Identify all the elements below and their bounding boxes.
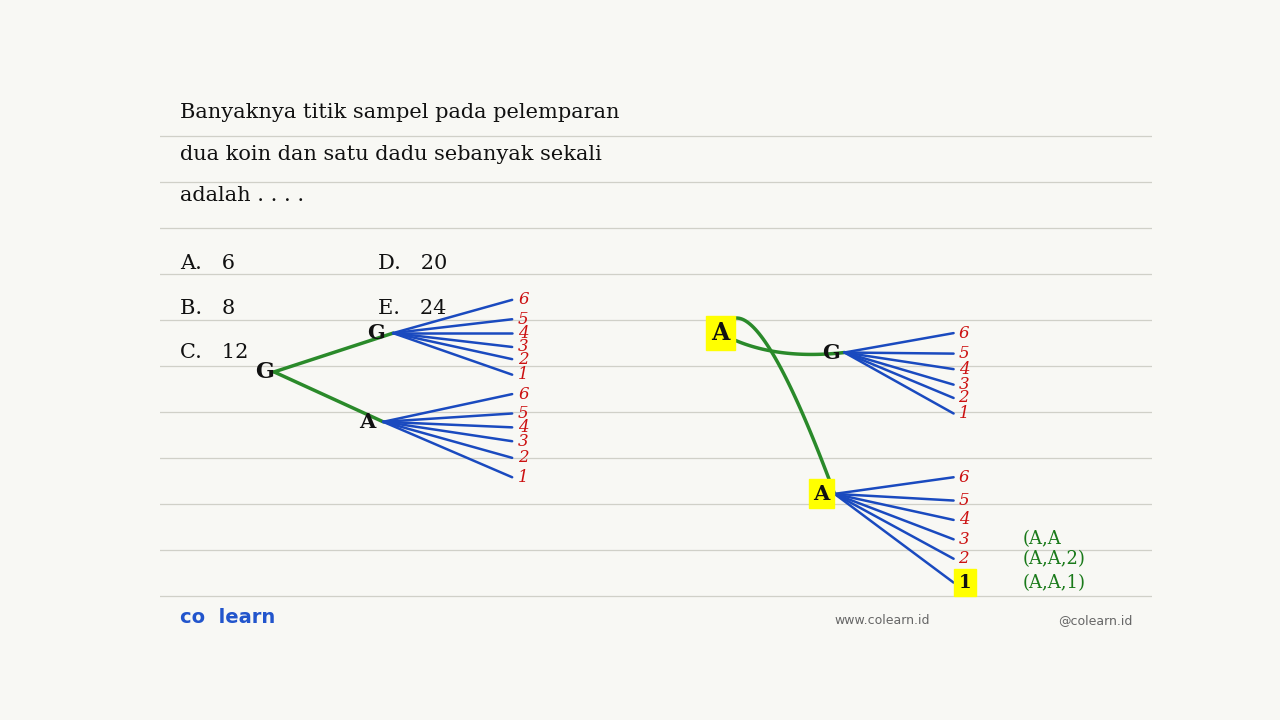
Text: 1: 1 bbox=[518, 366, 529, 383]
Text: dua koin dan satu dadu sebanyak sekali: dua koin dan satu dadu sebanyak sekali bbox=[179, 145, 602, 163]
Text: 1: 1 bbox=[959, 405, 969, 422]
Text: 3: 3 bbox=[959, 531, 969, 548]
Text: 1: 1 bbox=[959, 574, 972, 592]
Text: 6: 6 bbox=[959, 469, 969, 486]
Text: 2: 2 bbox=[518, 351, 529, 368]
Text: 4: 4 bbox=[518, 419, 529, 436]
Text: C.   12: C. 12 bbox=[179, 343, 248, 362]
Text: 6: 6 bbox=[518, 292, 529, 308]
Text: 3: 3 bbox=[518, 433, 529, 450]
Text: 5: 5 bbox=[518, 311, 529, 328]
Text: (A,A,1): (A,A,1) bbox=[1023, 574, 1085, 592]
Text: www.colearn.id: www.colearn.id bbox=[835, 614, 931, 627]
Text: B.   8: B. 8 bbox=[179, 299, 236, 318]
Text: 1: 1 bbox=[518, 469, 529, 486]
Text: A: A bbox=[358, 412, 375, 432]
Text: A: A bbox=[712, 321, 730, 345]
Text: E.   24: E. 24 bbox=[379, 299, 447, 318]
Text: 5: 5 bbox=[518, 405, 529, 422]
Text: A.   6: A. 6 bbox=[179, 254, 234, 274]
Text: co  learn: co learn bbox=[179, 608, 275, 627]
Text: G: G bbox=[367, 323, 385, 343]
Text: (A,A,2): (A,A,2) bbox=[1023, 550, 1085, 568]
Text: A: A bbox=[813, 484, 829, 504]
Text: 4: 4 bbox=[959, 511, 969, 528]
Text: 5: 5 bbox=[959, 345, 969, 362]
Text: adalah . . . .: adalah . . . . bbox=[179, 186, 303, 205]
Text: G: G bbox=[255, 361, 274, 383]
Text: (A,A: (A,A bbox=[1023, 531, 1062, 549]
Text: 4: 4 bbox=[518, 325, 529, 341]
Text: 6: 6 bbox=[518, 386, 529, 402]
Text: 5: 5 bbox=[959, 492, 969, 509]
Text: 2: 2 bbox=[959, 550, 969, 567]
Text: 3: 3 bbox=[518, 338, 529, 356]
Text: Banyaknya titik sampel pada pelemparan: Banyaknya titik sampel pada pelemparan bbox=[179, 103, 620, 122]
Text: D.   20: D. 20 bbox=[379, 254, 448, 274]
Text: G: G bbox=[822, 343, 840, 362]
Text: 2: 2 bbox=[959, 390, 969, 407]
Text: @colearn.id: @colearn.id bbox=[1057, 614, 1132, 627]
Text: 4: 4 bbox=[959, 361, 969, 378]
Text: 3: 3 bbox=[959, 376, 969, 393]
Text: 6: 6 bbox=[959, 325, 969, 341]
Text: 2: 2 bbox=[518, 449, 529, 467]
